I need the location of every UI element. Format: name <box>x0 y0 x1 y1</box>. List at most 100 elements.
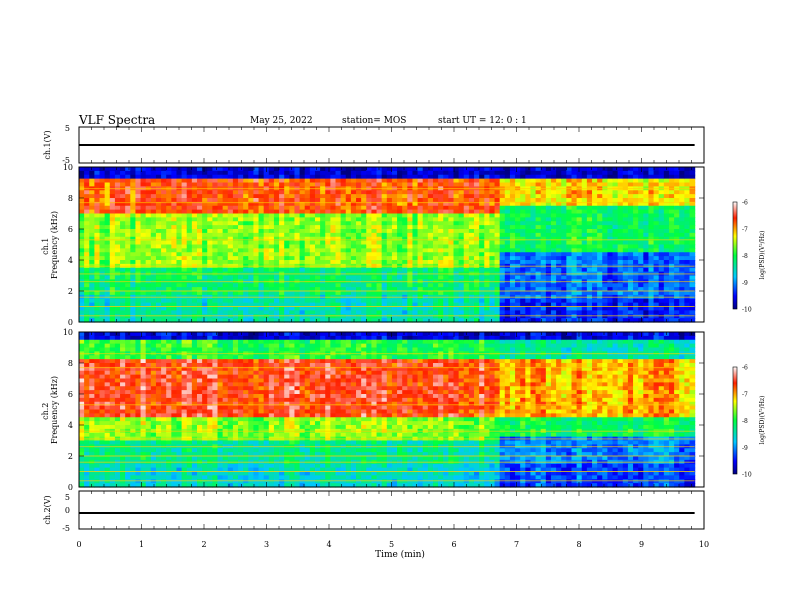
spectrogram-cell <box>145 213 152 218</box>
spectrogram-cell <box>166 302 172 308</box>
spectrogram-cell <box>535 198 542 203</box>
spectrogram-cell <box>458 194 465 199</box>
spectrogram-cell <box>458 236 465 242</box>
spectrogram-cell <box>658 306 665 311</box>
spectrogram-cell <box>279 244 285 249</box>
spectrogram-cell <box>84 167 90 172</box>
spectrogram-cell <box>432 209 439 215</box>
spectrogram-cell <box>376 291 383 296</box>
spectrogram-cell <box>294 170 301 176</box>
spectrogram-cell <box>314 252 321 257</box>
spectrogram-cell <box>499 306 506 311</box>
spectrogram-cell <box>299 194 306 199</box>
spectrogram-cell <box>484 201 491 207</box>
spectrogram-cell <box>345 244 352 249</box>
spectrogram-cell <box>191 205 198 211</box>
spectrogram-cell <box>232 190 239 195</box>
spectrogram-cell <box>212 209 219 215</box>
spectrogram-cell <box>284 190 290 195</box>
spectrogram-cell <box>689 291 696 296</box>
spectrogram-cell <box>684 236 691 242</box>
spectrogram-cell <box>550 236 557 242</box>
spectrogram-cell <box>427 194 434 199</box>
spectrogram-cell <box>689 167 696 172</box>
spectrogram-cell <box>530 291 537 296</box>
spectrogram-cell <box>668 225 675 230</box>
spectrogram-cell <box>602 229 609 234</box>
spectrogram-cell <box>294 174 301 180</box>
spectrogram-cell <box>161 283 167 288</box>
spectrogram-cell <box>314 318 321 323</box>
spectrogram-cell <box>94 256 101 261</box>
spectrogram-cell <box>350 267 357 273</box>
spectrogram-cell <box>438 302 444 308</box>
spectrogram-cell <box>130 298 137 304</box>
spectrogram-cell <box>356 170 362 176</box>
spectrogram-cell <box>212 225 219 230</box>
spectrogram-cell <box>638 198 644 203</box>
spectrogram-cell <box>386 174 393 180</box>
spectrogram-cell <box>356 275 362 280</box>
spectrogram-cell <box>356 267 362 273</box>
spectrogram-cell <box>391 213 398 218</box>
spectrogram-cell <box>135 213 142 218</box>
spectrogram-cell <box>161 194 167 199</box>
spectrogram-cell <box>417 240 424 246</box>
spectrogram-cell <box>109 248 116 253</box>
spectrogram-cell <box>186 229 193 234</box>
spectrogram-cell <box>556 287 562 292</box>
spectrogram-cell <box>248 298 255 304</box>
spectrogram-cell <box>407 306 414 311</box>
spectrogram-cell <box>130 287 137 292</box>
spectrogram-cell <box>366 174 373 180</box>
spectrogram-cell <box>617 260 624 265</box>
spectrogram-cell <box>171 310 178 315</box>
spectrogram-cell <box>186 318 193 323</box>
spectrogram-cell <box>566 314 573 319</box>
spectrogram-cell <box>376 310 383 315</box>
spectrogram-cell <box>453 198 460 203</box>
spectrogram-cell <box>217 244 224 249</box>
spectrogram-cell <box>258 174 265 180</box>
spectrogram-cell <box>314 256 321 261</box>
spectrogram-cell <box>617 225 624 230</box>
spectrogram-cell <box>109 256 116 261</box>
spectrogram-cell <box>443 221 449 226</box>
spectrogram-cell <box>643 310 650 315</box>
spectrogram-cell <box>550 302 557 308</box>
spectrogram-cell <box>320 252 326 257</box>
spectrogram-cell <box>140 182 147 187</box>
spectrogram-cell <box>207 209 213 215</box>
spectrogram-cell <box>499 167 506 172</box>
spectrogram-cell <box>161 287 167 292</box>
spectrogram-cell <box>581 194 588 199</box>
spectrogram-cell <box>171 240 178 246</box>
spectrogram-cell <box>622 240 629 246</box>
spectrogram-cell <box>99 205 106 211</box>
spectrogram-cell <box>530 167 537 172</box>
spectrogram-cell <box>617 182 624 187</box>
spectrogram-cell <box>381 232 388 238</box>
spectrogram-cell <box>561 275 567 280</box>
spectrogram-cell <box>597 302 603 308</box>
spectrogram-cell <box>474 198 480 203</box>
spectrogram-cell <box>566 190 573 195</box>
spectrogram-cell <box>479 283 485 288</box>
spectrogram-cell <box>140 209 147 215</box>
spectrogram-cell <box>345 252 352 257</box>
spectrogram-cell <box>653 182 660 187</box>
spectrogram-cell <box>525 267 532 273</box>
spectrogram-cell <box>309 221 316 226</box>
spectrogram-cell <box>607 190 614 195</box>
spectrogram-cell <box>484 287 491 292</box>
spectrogram-cell <box>391 267 398 273</box>
spectrogram-cell <box>397 291 403 296</box>
spectrogram-cell <box>120 291 126 296</box>
spectrogram-cell <box>161 217 167 222</box>
spectrogram-cell <box>222 318 229 323</box>
spectrogram-cell <box>284 291 290 296</box>
spectrogram-cell <box>166 174 172 180</box>
spectrogram-cell <box>130 194 137 199</box>
spectrogram-cell <box>99 178 106 184</box>
spectrogram-cell <box>330 256 337 261</box>
